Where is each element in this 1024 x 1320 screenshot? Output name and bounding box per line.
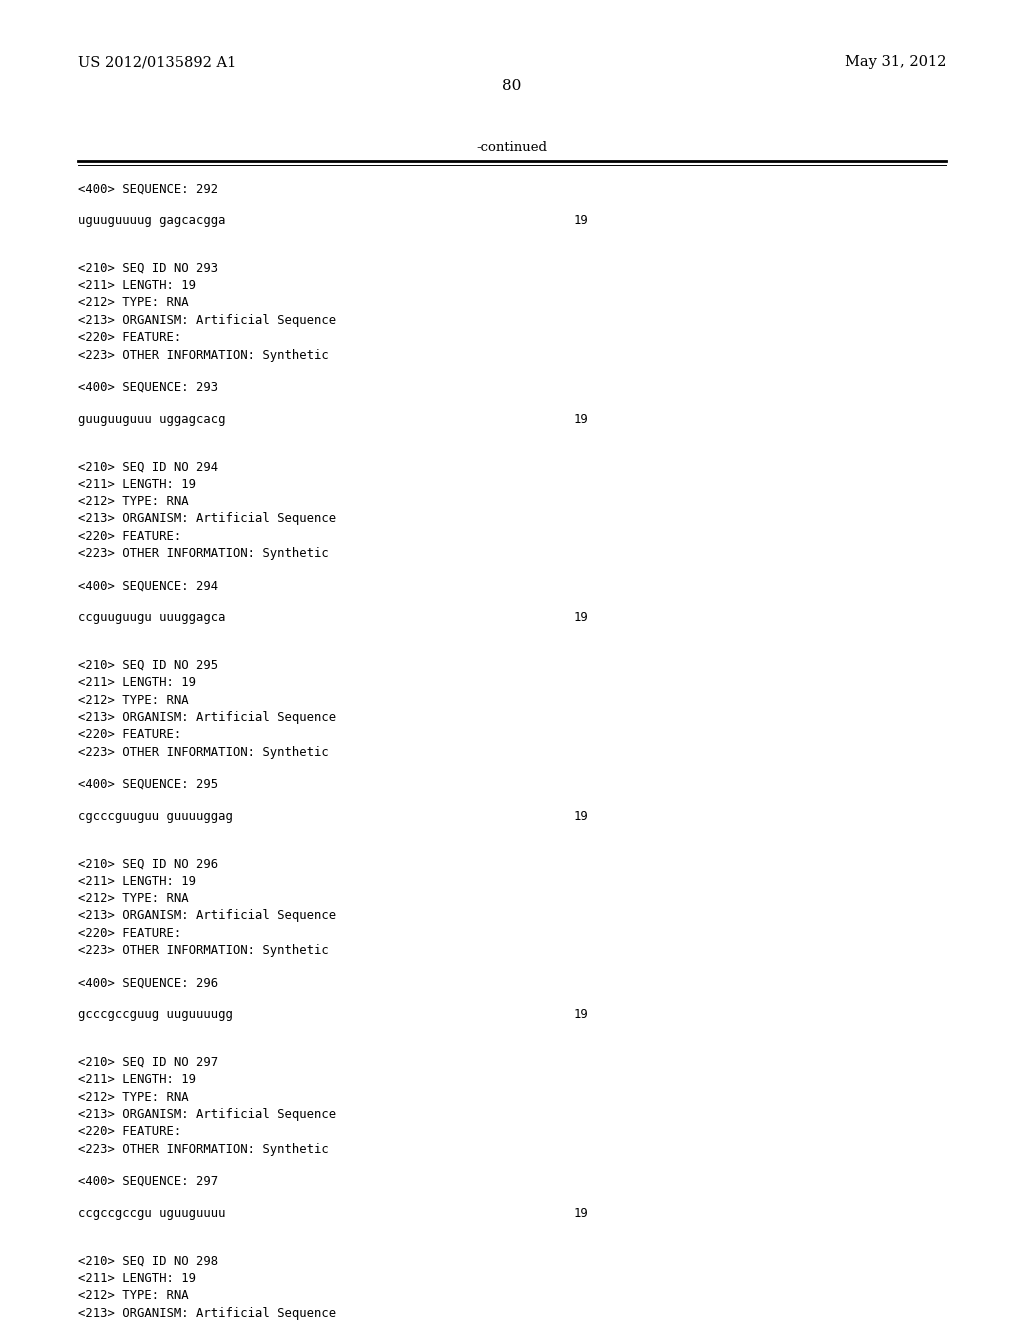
Text: <213> ORGANISM: Artificial Sequence: <213> ORGANISM: Artificial Sequence <box>78 711 336 723</box>
Text: <220> FEATURE:: <220> FEATURE: <box>78 729 181 742</box>
Text: cgcccguuguu guuuuggag: cgcccguuguu guuuuggag <box>78 809 232 822</box>
Text: May 31, 2012: May 31, 2012 <box>845 55 946 70</box>
Text: <223> OTHER INFORMATION: Synthetic: <223> OTHER INFORMATION: Synthetic <box>78 746 329 759</box>
Text: <213> ORGANISM: Artificial Sequence: <213> ORGANISM: Artificial Sequence <box>78 1107 336 1121</box>
Text: <220> FEATURE:: <220> FEATURE: <box>78 331 181 345</box>
Text: <211> LENGTH: 19: <211> LENGTH: 19 <box>78 875 196 887</box>
Text: <212> TYPE: RNA: <212> TYPE: RNA <box>78 1090 188 1104</box>
Text: gcccgccguug uuguuuugg: gcccgccguug uuguuuugg <box>78 1008 232 1022</box>
Text: 80: 80 <box>503 79 521 94</box>
Text: <210> SEQ ID NO 297: <210> SEQ ID NO 297 <box>78 1056 218 1069</box>
Text: <210> SEQ ID NO 298: <210> SEQ ID NO 298 <box>78 1254 218 1267</box>
Text: <223> OTHER INFORMATION: Synthetic: <223> OTHER INFORMATION: Synthetic <box>78 944 329 957</box>
Text: ccguuguugu uuuggagca: ccguuguugu uuuggagca <box>78 611 225 624</box>
Text: 19: 19 <box>573 214 588 227</box>
Text: <212> TYPE: RNA: <212> TYPE: RNA <box>78 1290 188 1302</box>
Text: guuguuguuu uggagcacg: guuguuguuu uggagcacg <box>78 413 225 425</box>
Text: <210> SEQ ID NO 293: <210> SEQ ID NO 293 <box>78 261 218 275</box>
Text: <210> SEQ ID NO 294: <210> SEQ ID NO 294 <box>78 461 218 473</box>
Text: <212> TYPE: RNA: <212> TYPE: RNA <box>78 693 188 706</box>
Text: <220> FEATURE:: <220> FEATURE: <box>78 529 181 543</box>
Text: <211> LENGTH: 19: <211> LENGTH: 19 <box>78 478 196 491</box>
Text: <223> OTHER INFORMATION: Synthetic: <223> OTHER INFORMATION: Synthetic <box>78 548 329 560</box>
Text: <211> LENGTH: 19: <211> LENGTH: 19 <box>78 676 196 689</box>
Text: <400> SEQUENCE: 293: <400> SEQUENCE: 293 <box>78 380 218 393</box>
Text: 19: 19 <box>573 611 588 624</box>
Text: <223> OTHER INFORMATION: Synthetic: <223> OTHER INFORMATION: Synthetic <box>78 1143 329 1156</box>
Text: <212> TYPE: RNA: <212> TYPE: RNA <box>78 892 188 906</box>
Text: <220> FEATURE:: <220> FEATURE: <box>78 927 181 940</box>
Text: <213> ORGANISM: Artificial Sequence: <213> ORGANISM: Artificial Sequence <box>78 314 336 327</box>
Text: uguuguuuug gagcacgga: uguuguuuug gagcacgga <box>78 214 225 227</box>
Text: <400> SEQUENCE: 296: <400> SEQUENCE: 296 <box>78 977 218 989</box>
Text: <210> SEQ ID NO 296: <210> SEQ ID NO 296 <box>78 857 218 870</box>
Text: 19: 19 <box>573 413 588 425</box>
Text: <213> ORGANISM: Artificial Sequence: <213> ORGANISM: Artificial Sequence <box>78 1307 336 1320</box>
Text: 19: 19 <box>573 1008 588 1022</box>
Text: US 2012/0135892 A1: US 2012/0135892 A1 <box>78 55 237 70</box>
Text: <211> LENGTH: 19: <211> LENGTH: 19 <box>78 1073 196 1086</box>
Text: <211> LENGTH: 19: <211> LENGTH: 19 <box>78 1271 196 1284</box>
Text: <223> OTHER INFORMATION: Synthetic: <223> OTHER INFORMATION: Synthetic <box>78 348 329 362</box>
Text: <212> TYPE: RNA: <212> TYPE: RNA <box>78 495 188 508</box>
Text: <400> SEQUENCE: 292: <400> SEQUENCE: 292 <box>78 182 218 195</box>
Text: <213> ORGANISM: Artificial Sequence: <213> ORGANISM: Artificial Sequence <box>78 512 336 525</box>
Text: ccgccgccgu uguuguuuu: ccgccgccgu uguuguuuu <box>78 1206 225 1220</box>
Text: -continued: -continued <box>476 141 548 154</box>
Text: 19: 19 <box>573 809 588 822</box>
Text: <212> TYPE: RNA: <212> TYPE: RNA <box>78 297 188 309</box>
Text: <220> FEATURE:: <220> FEATURE: <box>78 1126 181 1138</box>
Text: <211> LENGTH: 19: <211> LENGTH: 19 <box>78 279 196 292</box>
Text: <400> SEQUENCE: 295: <400> SEQUENCE: 295 <box>78 777 218 791</box>
Text: <400> SEQUENCE: 297: <400> SEQUENCE: 297 <box>78 1175 218 1188</box>
Text: 19: 19 <box>573 1206 588 1220</box>
Text: <210> SEQ ID NO 295: <210> SEQ ID NO 295 <box>78 659 218 672</box>
Text: <213> ORGANISM: Artificial Sequence: <213> ORGANISM: Artificial Sequence <box>78 909 336 923</box>
Text: <400> SEQUENCE: 294: <400> SEQUENCE: 294 <box>78 579 218 593</box>
